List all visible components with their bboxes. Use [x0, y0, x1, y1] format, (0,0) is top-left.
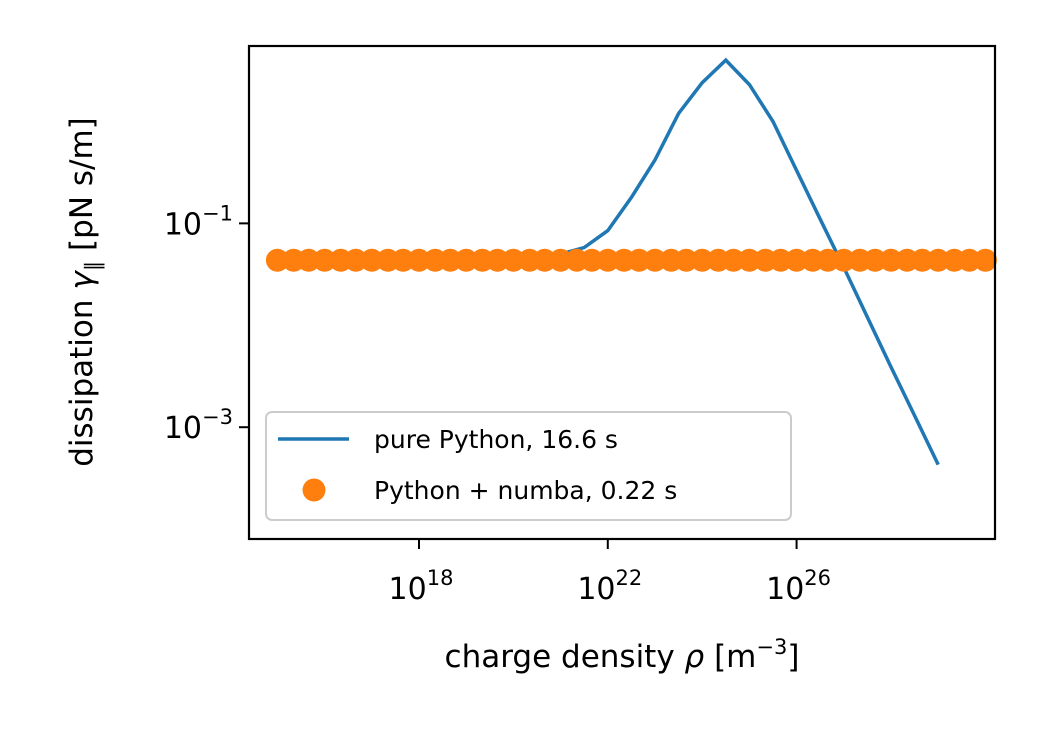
series-point-numba [313, 248, 337, 272]
x-tick-label: 1022 [577, 566, 642, 607]
series-point-numba [737, 248, 761, 272]
series-point-numba [910, 248, 934, 272]
legend-label-pure-python: pure Python, 16.6 s [374, 425, 618, 454]
series-point-numba [391, 248, 415, 272]
y-tick-label: 10−1 [164, 201, 233, 242]
series-point-numba [486, 248, 509, 272]
legend-label-numba: Python + numba, 0.22 s [374, 476, 677, 505]
series-point-numba [407, 248, 431, 272]
series-point-numba [297, 248, 321, 272]
series-point-numba [879, 248, 903, 272]
legend-marker-swatch [302, 478, 326, 502]
y-axis-label: dissipation γ∥ [pN s/m] [64, 117, 105, 467]
series-point-numba [438, 248, 462, 272]
y-axis-ticks: 10−1 10−3 [164, 201, 249, 446]
series-point-numba [926, 248, 950, 272]
series-point-numba [596, 248, 620, 272]
series-point-numba [957, 248, 981, 272]
series-point-numba [627, 248, 651, 272]
series-point-numba [344, 248, 368, 272]
series-point-numba [769, 248, 793, 272]
series-point-numba [549, 248, 573, 272]
series-point-numba [722, 248, 745, 272]
series-point-numba [265, 248, 289, 272]
series-point-numba [533, 248, 557, 272]
series-point-numba [643, 248, 667, 272]
plot-content [265, 57, 997, 466]
series-point-numba [973, 248, 997, 272]
series-point-numba [785, 248, 809, 272]
series-point-numba [454, 248, 478, 272]
x-axis-ticks: 1018 1022 1026 [389, 539, 831, 607]
series-point-numba [674, 248, 698, 272]
legend-box [265, 411, 792, 521]
series-point-numba [690, 248, 714, 272]
series-point-numba [863, 248, 887, 272]
series-point-numba [580, 248, 604, 272]
series-point-numba [501, 248, 525, 272]
plot-frame [247, 44, 997, 541]
legend: pure Python, 16.6 s Python + numba, 0.22… [265, 411, 792, 521]
series-point-numba [832, 248, 856, 272]
y-tick-label: 10−3 [164, 405, 233, 446]
x-tick-label: 1026 [766, 566, 831, 607]
series-point-numba [816, 248, 840, 272]
series-point-numba [360, 248, 384, 272]
x-axis-label: charge density ρ [m−3] [445, 635, 800, 675]
x-tick-label: 1018 [389, 566, 454, 607]
